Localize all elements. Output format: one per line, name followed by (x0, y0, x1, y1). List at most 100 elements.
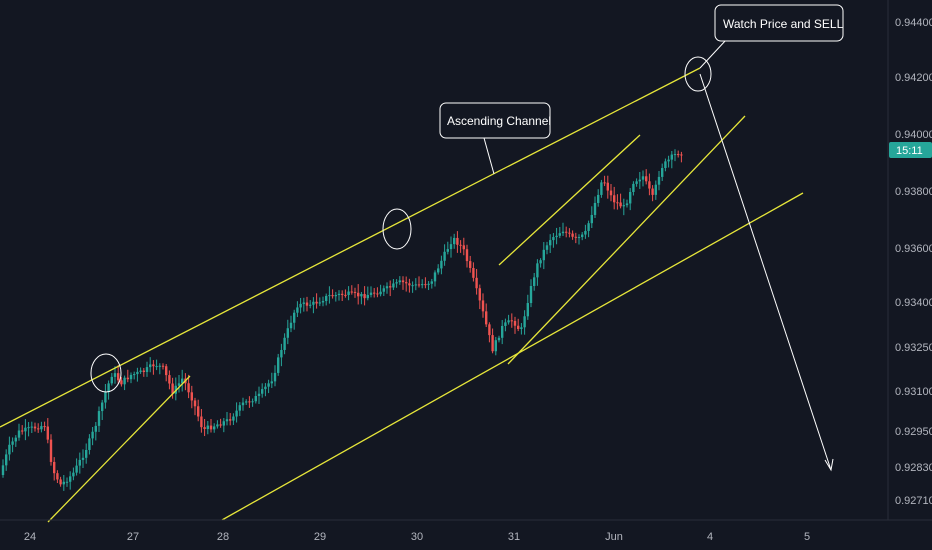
candle-body (597, 194, 600, 203)
candle-body (526, 303, 529, 317)
y-tick-label: 0.93800 (895, 186, 932, 198)
candle-body (619, 202, 622, 207)
candle-body (446, 249, 449, 252)
y-tick-label: 0.93400 (895, 297, 932, 309)
candle-body (545, 245, 549, 250)
candle-body (158, 365, 161, 367)
candle-body (408, 283, 411, 286)
candle-body (43, 426, 46, 428)
candle-body (325, 295, 328, 301)
candle-body (72, 472, 75, 477)
candle-body (417, 284, 421, 286)
candle-body (616, 202, 619, 204)
candle-body (299, 303, 302, 308)
candle-body (337, 293, 341, 296)
candle-body (437, 268, 440, 273)
candle-body (152, 364, 155, 367)
candle-body (507, 320, 510, 323)
candle-body (305, 302, 309, 306)
markers (90, 56, 834, 472)
candle-body (629, 191, 632, 204)
sell-projection-arrow (699, 73, 832, 471)
y-tick-label: 0.94400 (895, 17, 932, 29)
candle-body (574, 236, 577, 238)
candle-body (331, 295, 334, 297)
candle-body (238, 405, 241, 411)
candle-body (401, 280, 405, 283)
candle-body (225, 419, 229, 422)
candle-body (149, 364, 152, 368)
candle-body (293, 312, 296, 323)
candle-body (558, 233, 561, 236)
candle-body (328, 295, 331, 297)
ascending-channel-box (439, 102, 551, 139)
x-tick-label: Jun (605, 531, 623, 543)
candle-body (641, 176, 645, 180)
y-axis[interactable]: 0.94400 0.94200 0.94000 0.93800 0.93600 0.934… (887, 0, 932, 520)
candle-body (427, 283, 430, 285)
candle-body (571, 233, 574, 237)
y-tick-label: 0.92950 (895, 426, 932, 438)
x-axis[interactable]: 24 27 28 29 30 31 Jun 4 5 (0, 519, 932, 543)
candle-body (638, 179, 641, 182)
ascending-channel-callout: Ascending Channel (439, 102, 551, 175)
y-tick-label: 0.94200 (895, 72, 932, 84)
candle-body (456, 237, 459, 245)
candle-body (296, 307, 299, 313)
candle-body (155, 366, 158, 368)
candlestick-series (1, 149, 683, 491)
candle-body (229, 419, 232, 421)
candle-body (94, 425, 97, 432)
candle-body (59, 479, 62, 485)
candle-body (379, 291, 382, 295)
candle-body (501, 325, 504, 338)
candle-body (475, 277, 478, 289)
candle-body (357, 292, 360, 297)
candle-body (424, 284, 427, 286)
candle-body (65, 481, 69, 483)
watch-price-pointer (699, 39, 727, 69)
candle-body (510, 320, 513, 322)
candle-body (581, 234, 584, 238)
candle-body (197, 406, 200, 417)
candle-body (193, 400, 197, 407)
candle-body (341, 293, 344, 295)
candle-body (91, 431, 94, 439)
candle-body (312, 301, 315, 305)
candle-body (235, 410, 238, 417)
candle-body (536, 263, 539, 278)
candle-body (366, 294, 369, 299)
candle-body (440, 260, 443, 269)
candle-body (245, 401, 248, 403)
x-tick-label: 31 (508, 531, 520, 543)
current-price-tag-box (889, 142, 932, 158)
candle-body (129, 374, 133, 380)
candle-body (465, 249, 469, 262)
candle-body (5, 454, 8, 466)
candle-body (657, 176, 661, 185)
candle-body (334, 295, 337, 297)
candle-body (78, 459, 81, 466)
candle-body (478, 288, 481, 301)
candle-body (126, 377, 129, 380)
candle-body (529, 285, 533, 304)
x-tick-label: 27 (127, 531, 139, 543)
sell-projection-arrowhead (824, 458, 834, 472)
candle-body (302, 302, 305, 304)
watch-price-label: Watch Price and SELL (723, 17, 844, 31)
candle-body (494, 340, 497, 352)
candle-body (257, 393, 261, 397)
trendlines (0, 67, 804, 523)
candle-body (107, 383, 110, 393)
candle-body (53, 461, 56, 474)
candle-body (513, 320, 517, 326)
candle-body (21, 430, 24, 432)
candle-body (216, 424, 219, 427)
candle-body (565, 231, 568, 233)
y-tick-label: 0.94000 (895, 129, 932, 141)
candle-body (462, 245, 465, 250)
candle-body (590, 214, 593, 224)
candle-body (635, 181, 638, 184)
